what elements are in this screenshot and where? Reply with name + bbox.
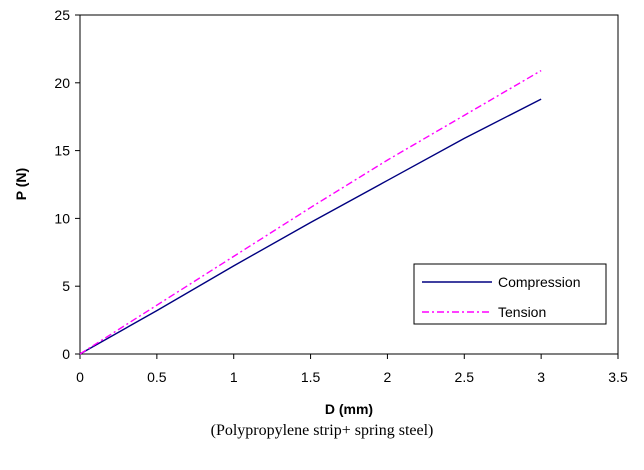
legend-label-compression: Compression	[498, 274, 580, 290]
x-tick-label: 3	[537, 369, 545, 385]
y-tick-label: 25	[54, 7, 70, 23]
legend-box	[413, 263, 607, 325]
line-chart: 0 5 10 15 20 25 0 0.5 1 1.5 2 2.5 3 3.5 D (mm) P (N)…	[13, 7, 628, 417]
series-line-compression	[79, 98, 542, 355]
x-tick-label: 3.5	[608, 369, 628, 385]
x-tick-label: 1	[230, 369, 238, 385]
figure-caption: (Polypropylene strip+ spring steel)	[210, 422, 434, 439]
x-axis-ticks: 0 0.5 1 1.5 2 2.5 3 3.5	[76, 354, 628, 385]
x-axis-title: D (mm)	[325, 401, 373, 417]
y-tick-label: 5	[62, 278, 70, 294]
legend-label-tension: Tension	[498, 304, 546, 320]
y-tick-label: 10	[54, 210, 70, 226]
y-axis-title: P (N)	[13, 168, 29, 200]
x-tick-label: 0.5	[147, 369, 167, 385]
x-tick-label: 0	[76, 369, 84, 385]
y-axis-ticks: 0 5 10 15 20 25	[54, 7, 80, 362]
x-tick-label: 1.5	[301, 369, 321, 385]
y-tick-label: 0	[62, 346, 70, 362]
x-tick-label: 2.5	[455, 369, 475, 385]
series-lines	[79, 69, 542, 355]
y-tick-label: 20	[54, 75, 70, 91]
legend: Compression Tension	[413, 263, 607, 325]
x-tick-label: 2	[384, 369, 392, 385]
series-line-tension	[79, 69, 542, 355]
y-tick-label: 15	[54, 143, 70, 159]
